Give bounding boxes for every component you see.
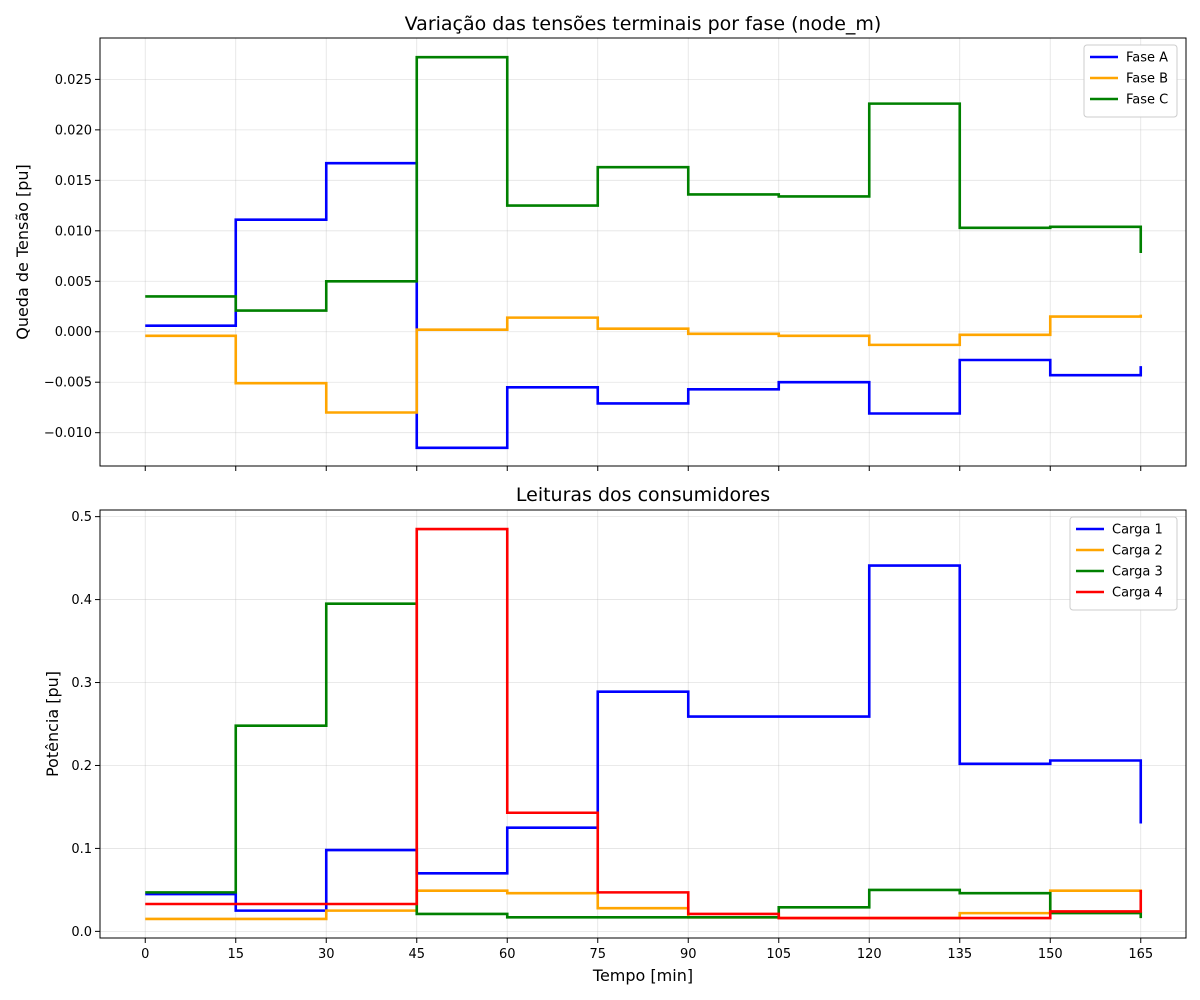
voltage-series (145, 55, 1143, 450)
readings-x-tick-label: 45 (408, 947, 425, 962)
readings-x-tick-label: 135 (947, 947, 972, 962)
voltage-y-tick-label: 0.000 (55, 325, 92, 340)
readings-x-tick-label: 60 (499, 947, 516, 962)
readings-x-tick-label: 30 (318, 947, 335, 962)
voltage-chart-title: Variação das tensões terminais por fase … (405, 13, 882, 35)
readings-series-carga-1 (145, 564, 1143, 912)
readings-legend-frame (1069, 516, 1178, 611)
readings-y-tick-label: 0.2 (71, 759, 92, 774)
voltage-y-tick-label: −0.005 (44, 376, 92, 391)
readings-plot-frame (99, 509, 1187, 939)
readings-legend-label: Carga 1 (1112, 523, 1163, 538)
voltage-y-axis-label: Queda de Tensão [pu] (13, 164, 32, 340)
voltage-drop-chart: −0.010 −0.005 0.000 0.005 0.010 0.015 0.020 0.0… (13, 13, 1187, 471)
readings-legend-label: Carga 4 (1112, 586, 1163, 601)
readings-series-carga-4 (145, 527, 1143, 920)
voltage-ticks: −0.010 −0.005 0.000 0.005 0.010 0.015 0.020 0.0… (44, 73, 1142, 471)
voltage-series-fase-a (145, 161, 1143, 450)
voltage-legend-label: Fase C (1126, 93, 1168, 108)
readings-legend-label: Carga 2 (1112, 544, 1163, 559)
voltage-plot-frame (99, 37, 1187, 467)
voltage-y-tick-label: 0.020 (55, 123, 92, 138)
readings-y-tick-label: 0.5 (71, 510, 92, 525)
readings-x-tick-label: 90 (680, 947, 697, 962)
voltage-y-tick-label: 0.010 (55, 224, 92, 239)
readings-ticks: 0 15 30 45 60 75 90 105 120 135 150 165 0.0 0.1 0.2 0.3… (71, 510, 1153, 962)
readings-x-tick-label: 0 (141, 947, 149, 962)
readings-x-tick-label: 150 (1038, 947, 1063, 962)
voltage-y-tick-label: 0.015 (55, 174, 92, 189)
voltage-series-fase-c (145, 55, 1143, 312)
voltage-legend-label: Fase A (1126, 51, 1168, 66)
consumer-readings-chart: 0 15 30 45 60 75 90 105 120 135 150 165 0.0 0.1 0.2 0.3… (43, 484, 1187, 985)
readings-x-tick-label: 75 (589, 947, 606, 962)
readings-y-axis-label: Potência [pu] (43, 671, 62, 777)
readings-x-tick-label: 165 (1128, 947, 1153, 962)
readings-x-tick-label: 105 (766, 947, 791, 962)
readings-y-tick-label: 0.3 (71, 676, 92, 691)
voltage-y-tick-label: 0.025 (55, 73, 92, 88)
readings-y-tick-label: 0.1 (71, 842, 92, 857)
readings-x-tick-label: 120 (857, 947, 882, 962)
voltage-legend-label: Fase B (1126, 72, 1168, 87)
readings-x-tick-label: 15 (227, 947, 244, 962)
readings-series-carga-3 (145, 602, 1143, 919)
readings-legend: Carga 1 Carga 2 Carga 3 Carga 4 (1069, 516, 1178, 611)
voltage-y-tick-label: 0.005 (55, 275, 92, 290)
voltage-series-fase-b (145, 314, 1143, 414)
readings-legend-label: Carga 3 (1112, 565, 1163, 580)
voltage-legend: Fase A Fase B Fase C (1083, 44, 1178, 118)
readings-chart-title: Leituras dos consumidores (516, 484, 770, 506)
readings-x-axis-label: Tempo [min] (592, 966, 693, 985)
voltage-y-tick-label: −0.010 (44, 426, 92, 441)
readings-series (145, 527, 1143, 921)
readings-y-tick-label: 0.0 (71, 925, 92, 940)
readings-y-tick-label: 0.4 (71, 593, 92, 608)
